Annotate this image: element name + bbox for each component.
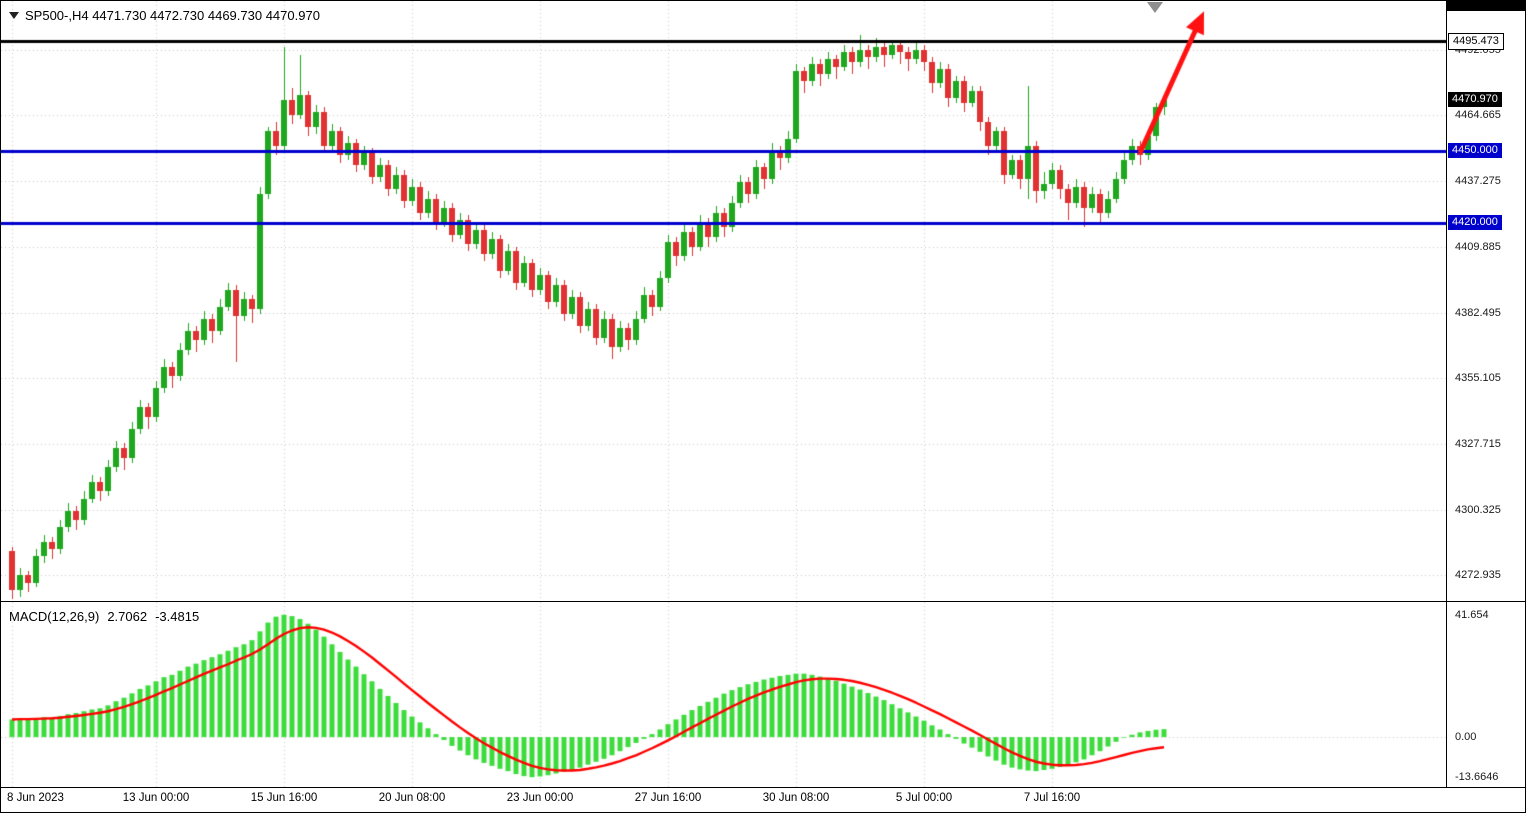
level-line-price-label: 4450.000 <box>1448 142 1502 158</box>
time-axis-label: 7 Jul 16:00 <box>1023 792 1081 804</box>
macd-name: MACD(12,26,9) <box>9 609 100 624</box>
time-axis-label: 13 Jun 00:00 <box>122 792 190 804</box>
symbol-triangle-icon <box>9 12 19 19</box>
macd-scale-label: -13.6646 <box>1455 771 1499 784</box>
price-tick-label: 4272.935 <box>1455 569 1501 582</box>
price-axis[interactable]: 4492.0554464.6654437.2754409.8854382.495… <box>1447 1 1525 787</box>
price-chart-canvas[interactable] <box>1 1 1447 601</box>
time-axis-label: 27 Jun 16:00 <box>634 792 702 804</box>
price-tick-label: 4355.105 <box>1455 372 1501 385</box>
macd-info-line: MACD(12,26,9) 2.7062 -3.4815 <box>9 609 199 624</box>
macd-scale-label: 41.654 <box>1455 608 1489 621</box>
time-axis-label: 20 Jun 08:00 <box>378 792 446 804</box>
scale-corner-block <box>1447 1 1525 11</box>
chart-shift-marker-icon[interactable] <box>1147 2 1163 13</box>
ohlc-text: SP500-,H4 4471.730 4472.730 4469.730 447… <box>25 8 320 23</box>
chart-info-line: SP500-,H4 4471.730 4472.730 4469.730 447… <box>9 8 320 23</box>
macd-main-value: 2.7062 <box>107 609 148 624</box>
current-price-label: 4470.970 <box>1448 92 1502 108</box>
time-axis[interactable]: 8 Jun 2023 13 Jun 00:00 15 Jun 16:00 20 Jun… <box>1 788 1447 812</box>
level-line-price-label: 4495.473 <box>1448 33 1504 51</box>
macd-indicator-canvas[interactable] <box>1 602 1447 787</box>
time-axis-label: 5 Jul 00:00 <box>895 792 953 804</box>
time-axis-separator <box>1 787 1525 788</box>
price-tick-label: 4300.325 <box>1455 503 1501 516</box>
time-axis-label: 8 Jun 2023 <box>7 792 64 804</box>
time-axis-label: 23 Jun 00:00 <box>506 792 574 804</box>
time-axis-label: 15 Jun 16:00 <box>250 792 318 804</box>
price-tick-label: 4409.885 <box>1455 240 1501 253</box>
macd-signal-value: -3.4815 <box>155 609 200 624</box>
level-line-price-label: 4420.000 <box>1448 214 1502 230</box>
price-tick-label: 4327.715 <box>1455 438 1501 450</box>
price-tick-label: 4464.665 <box>1455 109 1501 122</box>
price-tick-label: 4437.275 <box>1455 175 1501 188</box>
pane-separator[interactable] <box>1 601 1525 602</box>
price-axis-border <box>1446 1 1447 787</box>
macd-scale-label: 0.00 <box>1455 731 1477 744</box>
price-tick-label: 4382.495 <box>1455 306 1501 319</box>
time-axis-label: 30 Jun 08:00 <box>762 792 830 804</box>
